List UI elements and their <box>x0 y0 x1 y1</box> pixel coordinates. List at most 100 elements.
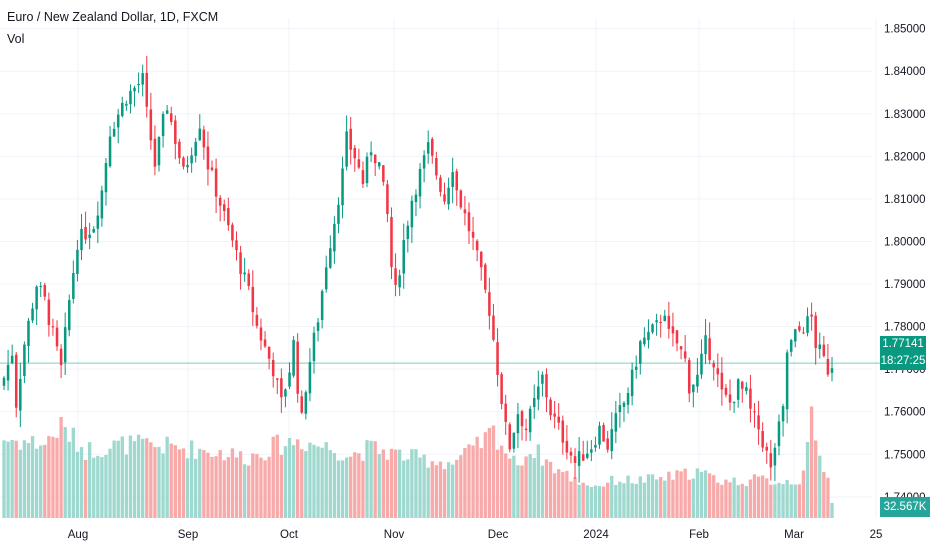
volume-bar <box>2 440 6 518</box>
volume-bar <box>353 452 357 518</box>
volume-bar <box>814 440 818 518</box>
candle-body <box>728 394 732 403</box>
candle-body <box>602 424 605 442</box>
candle-body <box>520 411 524 427</box>
volume-bar <box>100 457 104 518</box>
volume-bar <box>263 460 267 518</box>
volume-bar <box>540 465 545 518</box>
volume-bar <box>173 445 177 518</box>
volume-bar <box>618 481 622 518</box>
candle-body <box>357 159 361 168</box>
x-tick-label: Aug <box>68 529 88 541</box>
candle-body <box>27 320 30 346</box>
candle-body <box>14 354 18 408</box>
candle-body <box>479 251 483 268</box>
candle-body <box>149 109 153 141</box>
candle-body <box>47 299 51 326</box>
candle-body <box>377 162 381 167</box>
volume-bar <box>104 454 108 518</box>
candle-body <box>426 142 430 154</box>
volume-bar <box>830 502 834 518</box>
volume-bar <box>357 453 361 518</box>
volume-bar <box>773 484 777 518</box>
candle-body <box>390 217 393 268</box>
candle-body <box>324 267 328 290</box>
y-tick-label: 1.85000 <box>884 24 926 36</box>
candle-body <box>659 321 662 323</box>
volume-bar <box>732 477 736 518</box>
volume-bar <box>532 458 536 518</box>
candle-body <box>80 228 83 251</box>
y-axis: 1.85000 1.84000 1.83000 1.82000 1.81000 1.800… <box>884 24 926 504</box>
candle-body <box>10 355 14 363</box>
volume-bar <box>96 455 100 518</box>
volume-bar <box>87 442 92 518</box>
candle-body <box>243 272 246 275</box>
candle-body <box>537 386 540 400</box>
candle-body <box>43 285 47 297</box>
volume-bar <box>826 477 830 518</box>
candle-body <box>100 190 104 219</box>
volume-bar <box>565 470 569 518</box>
volume-bar <box>161 453 165 518</box>
volume-bar <box>634 483 638 518</box>
candle-body <box>59 348 63 366</box>
candle-body <box>153 138 157 167</box>
volume-bar <box>185 458 190 518</box>
volume-bar <box>230 448 235 518</box>
candle-body <box>300 396 304 413</box>
volume-bar <box>132 441 137 518</box>
volume-bar <box>328 450 332 518</box>
candle-body <box>292 340 295 376</box>
volume-bar <box>198 448 202 518</box>
candle-body <box>198 128 202 141</box>
candle-body <box>406 225 410 239</box>
volume-bar <box>145 438 149 518</box>
volume-bar <box>402 460 406 518</box>
volume-bar <box>434 465 439 518</box>
candle-body <box>463 209 467 214</box>
volume-bar <box>6 441 10 518</box>
volume-bar <box>455 459 459 518</box>
volume-bar <box>760 475 765 518</box>
candle-body <box>276 378 279 380</box>
candle-body <box>610 429 614 452</box>
volume-bar <box>769 484 773 518</box>
y-tick-label: 1.82000 <box>884 151 926 163</box>
candle-body <box>798 326 801 331</box>
candle-body <box>679 346 683 350</box>
volume-bar <box>177 449 182 518</box>
volume-bar <box>340 460 345 518</box>
volume-bar <box>47 436 51 518</box>
volume-bar <box>202 450 206 518</box>
volume-bar <box>361 460 365 518</box>
candle-body <box>671 326 675 334</box>
candle-body <box>259 327 263 341</box>
volume-bar <box>614 484 618 518</box>
candle-body <box>655 320 658 323</box>
volume-bar <box>610 475 614 518</box>
candle-body <box>822 344 826 357</box>
volume-bar <box>381 449 385 518</box>
candle-body <box>296 341 299 394</box>
x-tick-label: Oct <box>280 529 299 541</box>
volume-bar <box>369 440 373 518</box>
volume-bar <box>59 417 63 518</box>
volume-bar <box>316 446 320 518</box>
candle-body <box>133 87 136 92</box>
candle-body <box>720 372 724 390</box>
candle-body <box>692 384 695 393</box>
candle-body <box>141 73 144 85</box>
candle-body <box>528 408 532 433</box>
candle-body <box>271 359 275 377</box>
candle-body <box>736 379 740 400</box>
candle-body <box>76 249 79 274</box>
candle-body <box>316 322 320 331</box>
candle-body <box>422 155 426 169</box>
candle-body <box>414 194 418 202</box>
candle-body <box>524 428 528 431</box>
candle-body <box>781 406 785 422</box>
volume-bar <box>426 467 430 518</box>
